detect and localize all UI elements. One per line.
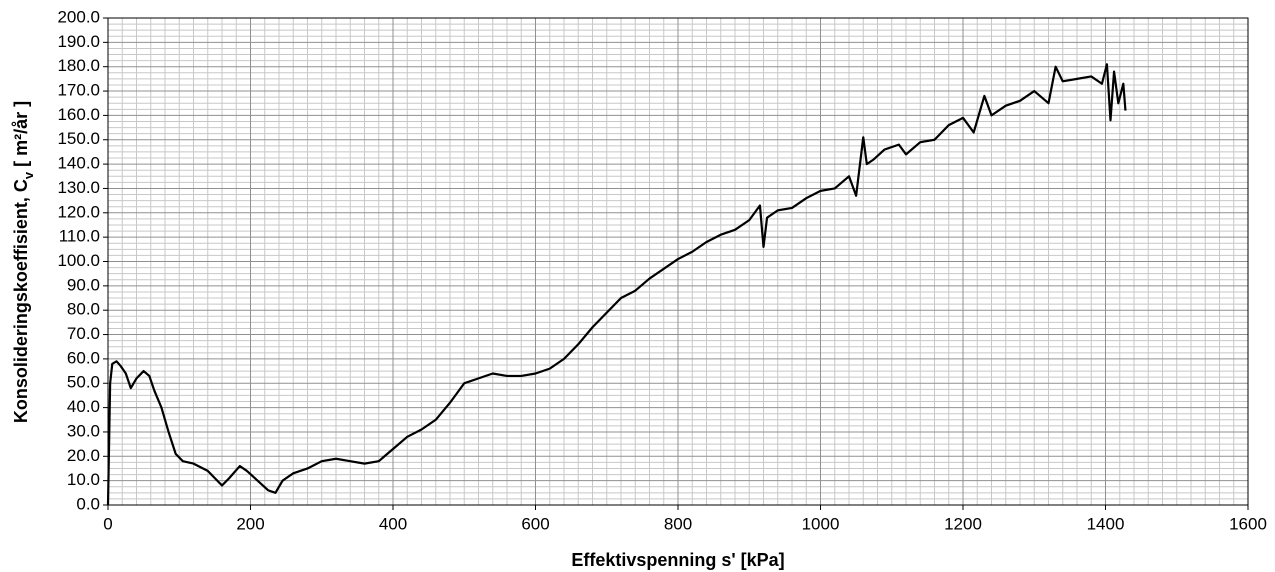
y-tick-label: 80.0: [67, 300, 100, 319]
y-tick-label: 150.0: [57, 129, 100, 148]
x-tick-label: 1000: [802, 514, 840, 533]
y-axis-label-part: [ m²/år ]: [11, 101, 31, 172]
x-tick-label: 400: [379, 514, 407, 533]
y-tick-label: 180.0: [57, 56, 100, 75]
y-tick-label: 170.0: [57, 81, 100, 100]
y-tick-label: 120.0: [57, 202, 100, 221]
y-tick-label: 130.0: [57, 178, 100, 197]
y-tick-label: 0.0: [76, 494, 100, 513]
x-tick-label: 0: [103, 514, 112, 533]
x-tick-label: 200: [236, 514, 264, 533]
x-tick-label: 800: [664, 514, 692, 533]
y-tick-label: 160.0: [57, 105, 100, 124]
y-axis-label-sub: v: [21, 171, 36, 179]
y-tick-label: 110.0: [59, 227, 100, 246]
y-tick-label: 190.0: [57, 32, 100, 51]
y-tick-label: 70.0: [67, 324, 100, 343]
y-axis-label: Konsolideringskoeffisient, Cv [ m²/år ]: [11, 101, 36, 423]
y-tick-label: 200.0: [57, 7, 100, 26]
x-tick-label: 1600: [1229, 514, 1267, 533]
y-tick-label: 140.0: [57, 154, 100, 173]
data-line: [106, 63, 1127, 506]
x-tick-label: 1400: [1087, 514, 1125, 533]
y-tick-label: 100.0: [57, 251, 100, 270]
y-axis-label-part: Konsolideringskoeffisient, C: [11, 179, 31, 423]
y-tick-label: 20.0: [67, 446, 100, 465]
x-tick-label: 600: [521, 514, 549, 533]
x-axis-label: Effektivspenning s' [kPa]: [571, 550, 784, 570]
y-tick-label: 40.0: [67, 397, 100, 416]
y-tick-label: 90.0: [67, 275, 100, 294]
y-tick-label: 10.0: [67, 470, 100, 489]
x-tick-label: 1200: [944, 514, 982, 533]
plot-frame: [107, 17, 1249, 506]
y-tick-label: 60.0: [67, 348, 100, 367]
y-tick-label: 30.0: [67, 421, 100, 440]
y-tick-label: 50.0: [67, 373, 100, 392]
